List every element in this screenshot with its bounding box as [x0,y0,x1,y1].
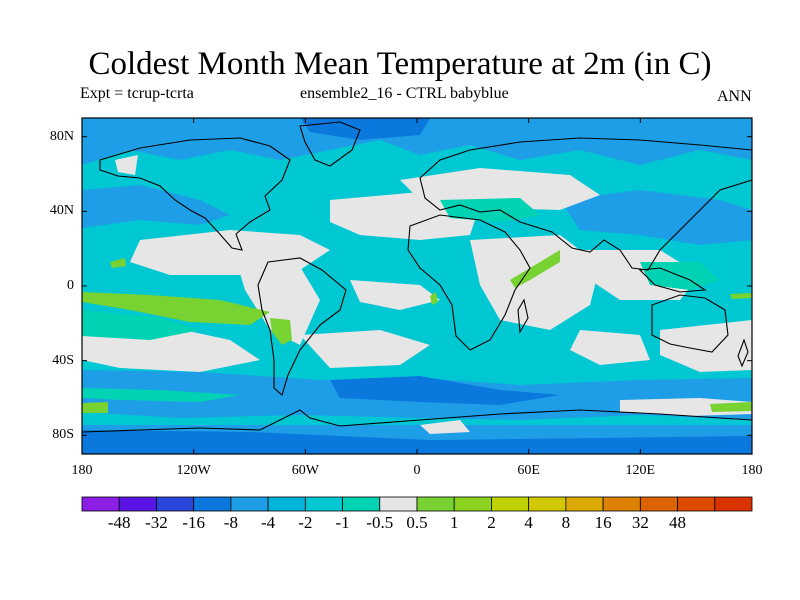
temperature-field [82,118,752,454]
colorbar-label: 16 [594,513,612,532]
colorbar-label: -2 [298,513,313,532]
coastline-north-america [99,137,291,251]
field-region-cold [300,118,430,140]
season-label: ANN [717,88,752,105]
field-region-mild [82,310,200,340]
colorbar-swatch [453,496,492,512]
field-region-neutral [115,155,138,175]
lon-tick-label: 120E [625,463,656,478]
colorbar-label: 8 [561,513,571,532]
field-region-neutral [400,168,600,210]
colorbar-swatch [193,496,232,512]
field-region-cold [82,430,752,454]
lon-tick-label: 60W [291,463,319,478]
lon-tick-label: 120W [176,463,211,478]
coastline-southeast-asia [638,267,707,293]
field-region-warm [110,258,126,268]
colorbar-swatch [528,496,567,512]
field-region-cool [82,118,752,165]
field-region-warm [730,293,752,299]
coastline-eurasia [419,137,752,271]
colorbar-label: 32 [631,513,649,532]
lat-tick-label: 0 [67,278,74,293]
colorbar [81,496,753,512]
coastlines [82,121,752,433]
colorbar-label: -1 [335,513,350,532]
field-region-cold [330,376,560,405]
colorbar-label: 2 [487,513,496,532]
field-region-warm [430,292,438,305]
colorbar-swatch [379,496,418,512]
field-region-neutral [230,240,320,345]
field-region-warm [82,402,108,413]
field-region-cool [82,185,230,228]
lon-tick-label: 180 [741,463,763,478]
coastline-australia [651,294,729,353]
lon-tick-label: 180 [71,463,93,478]
colorbar-swatch [342,496,381,512]
coastline-new-zealand [737,338,749,368]
field-region-neutral [420,420,470,434]
colorbar-label: 4 [524,513,533,532]
field-region-neutral [350,280,440,310]
coastline-south-america [257,257,347,396]
colorbar-swatch [714,496,753,512]
lat-tick-label: 40N [49,203,74,219]
experiment-label: Expt = tcrup-tcrta [80,85,194,102]
field-region-warm [270,318,292,345]
colorbar-label: -8 [223,513,238,532]
field-region-warm [82,292,270,325]
lat-tick-label: 80N [49,128,74,144]
colorbar-swatch [267,496,306,512]
colorbar-label: 1 [449,513,459,532]
colorbar-swatch [639,496,678,512]
colorbar-label: -48 [107,513,131,532]
ensemble-label: ensemble2_16 - CTRL babyblue [300,85,509,102]
colorbar-swatch [304,496,343,512]
field-region-mild [82,388,240,402]
field-region-neutral [660,320,752,372]
coastline-africa [407,214,531,351]
lon-tick-label: 0 [413,463,421,478]
colorbar-swatch [565,496,604,512]
field-region-neutral [570,330,650,365]
field-region-mild [440,198,540,222]
field-region-neutral [300,330,430,368]
coastline-madagascar [517,298,529,334]
colorbar-swatch [81,496,120,512]
field-region-neutral [470,235,600,330]
colorbar-swatch [118,496,157,512]
field-region-warm [710,402,752,412]
coastline-greenland [299,121,361,167]
colorbar-swatch [416,496,455,512]
colorbar-swatch [677,496,716,512]
colorbar-label: 48 [669,513,687,532]
map-title: Coldest Month Mean Temperature at 2m (in… [88,46,712,82]
colorbar-swatch [156,496,195,512]
field-region-cool [560,190,752,245]
colorbar-label: -16 [182,513,205,532]
colorbar-swatch [230,496,269,512]
colorbar-label: -32 [145,513,168,532]
colorbar-label: -4 [261,513,276,532]
lat-tick-label: 40S [52,352,74,368]
lon-tick-label: 60E [517,463,540,478]
colorbar-label: 0.5 [406,513,428,532]
colorbar-swatch [491,496,530,512]
map-ticks [81,118,753,454]
colorbar-label: -0.5 [366,513,394,532]
lat-tick-label: 80S [52,427,74,443]
colorbar-swatch [602,496,641,512]
coastline-antarctica [82,409,752,433]
